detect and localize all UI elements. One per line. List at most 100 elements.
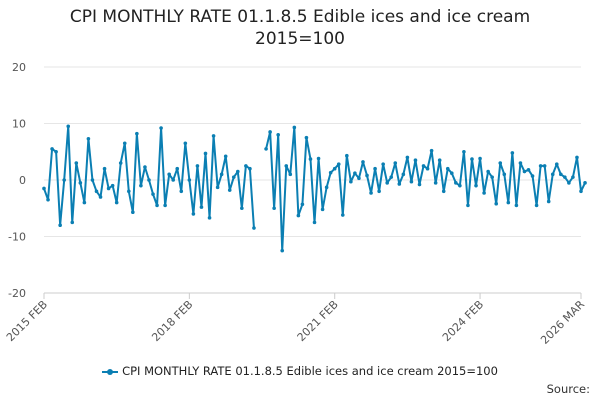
data-point[interactable] bbox=[42, 186, 46, 191]
data-point[interactable] bbox=[571, 175, 575, 179]
data-point[interactable] bbox=[550, 172, 555, 177]
data-point[interactable] bbox=[522, 169, 527, 174]
data-point[interactable] bbox=[118, 161, 123, 165]
data-point[interactable] bbox=[510, 151, 515, 155]
data-point[interactable] bbox=[462, 149, 466, 154]
data-point[interactable] bbox=[272, 206, 276, 211]
data-point[interactable] bbox=[78, 181, 83, 185]
data-point[interactable] bbox=[482, 191, 486, 195]
data-point[interactable] bbox=[559, 172, 563, 177]
data-point[interactable] bbox=[66, 124, 71, 129]
data-point[interactable] bbox=[308, 157, 313, 161]
data-point[interactable] bbox=[106, 186, 111, 191]
data-point[interactable] bbox=[126, 189, 131, 194]
data-point[interactable] bbox=[583, 181, 587, 185]
data-point[interactable] bbox=[474, 183, 478, 188]
data-point[interactable] bbox=[82, 200, 87, 205]
data-point[interactable] bbox=[167, 172, 171, 177]
data-point[interactable] bbox=[175, 166, 180, 171]
data-point[interactable] bbox=[288, 172, 293, 177]
data-point[interactable] bbox=[470, 157, 474, 161]
data-point[interactable] bbox=[151, 192, 155, 196]
data-point[interactable] bbox=[421, 164, 426, 168]
data-point[interactable] bbox=[490, 175, 494, 179]
data-point[interactable] bbox=[445, 166, 450, 171]
data-point[interactable] bbox=[425, 166, 430, 171]
data-point[interactable] bbox=[389, 175, 394, 179]
data-point[interactable] bbox=[494, 201, 499, 206]
data-point[interactable] bbox=[114, 200, 119, 205]
data-point[interactable] bbox=[385, 181, 390, 185]
data-point[interactable] bbox=[147, 178, 151, 182]
data-point[interactable] bbox=[518, 161, 523, 165]
data-point[interactable] bbox=[534, 203, 539, 208]
data-point[interactable] bbox=[268, 130, 272, 134]
data-point[interactable] bbox=[62, 178, 66, 182]
data-point[interactable] bbox=[122, 141, 127, 146]
data-point[interactable] bbox=[575, 155, 579, 160]
data-point[interactable] bbox=[324, 185, 329, 190]
data-point[interactable] bbox=[353, 171, 357, 176]
data-point[interactable] bbox=[458, 183, 462, 188]
data-point[interactable] bbox=[231, 175, 236, 179]
data-point[interactable] bbox=[203, 151, 208, 156]
data-point[interactable] bbox=[296, 213, 301, 218]
data-point[interactable] bbox=[163, 203, 167, 208]
data-point[interactable] bbox=[405, 155, 410, 160]
data-point[interactable] bbox=[563, 175, 567, 179]
data-point[interactable] bbox=[433, 181, 438, 185]
data-point[interactable] bbox=[280, 248, 285, 253]
data-point[interactable] bbox=[199, 205, 204, 209]
data-point[interactable] bbox=[546, 199, 551, 204]
data-point[interactable] bbox=[441, 189, 446, 194]
data-point[interactable] bbox=[349, 179, 353, 184]
data-point[interactable] bbox=[195, 164, 200, 168]
data-point[interactable] bbox=[183, 141, 188, 146]
data-point[interactable] bbox=[345, 153, 349, 158]
data-point[interactable] bbox=[248, 166, 252, 171]
data-point[interactable] bbox=[316, 156, 321, 161]
data-point[interactable] bbox=[530, 174, 535, 178]
data-point[interactable] bbox=[567, 181, 571, 185]
data-point[interactable] bbox=[417, 182, 422, 187]
data-point[interactable] bbox=[357, 176, 361, 181]
data-point[interactable] bbox=[102, 166, 107, 171]
data-point[interactable] bbox=[538, 164, 543, 168]
data-point[interactable] bbox=[207, 216, 212, 220]
data-point[interactable] bbox=[90, 178, 95, 182]
data-point[interactable] bbox=[191, 212, 196, 216]
data-point[interactable] bbox=[304, 135, 309, 140]
data-point[interactable] bbox=[377, 189, 381, 194]
data-point[interactable] bbox=[526, 168, 531, 172]
data-point[interactable] bbox=[155, 203, 159, 208]
data-point[interactable] bbox=[542, 164, 547, 168]
data-point[interactable] bbox=[369, 191, 373, 195]
data-point[interactable] bbox=[340, 213, 345, 217]
data-point[interactable] bbox=[554, 162, 559, 166]
data-point[interactable] bbox=[58, 223, 62, 227]
data-point[interactable] bbox=[486, 169, 490, 174]
data-point[interactable] bbox=[264, 147, 268, 151]
data-point[interactable] bbox=[514, 203, 519, 208]
data-point[interactable] bbox=[50, 147, 54, 151]
data-point[interactable] bbox=[110, 183, 115, 188]
data-point[interactable] bbox=[466, 203, 470, 208]
data-point[interactable] bbox=[478, 156, 482, 161]
data-point[interactable] bbox=[74, 161, 79, 165]
data-point[interactable] bbox=[159, 126, 163, 130]
data-point[interactable] bbox=[98, 195, 103, 199]
data-point[interactable] bbox=[429, 148, 434, 153]
data-point[interactable] bbox=[393, 161, 398, 165]
data-point[interactable] bbox=[179, 189, 184, 194]
data-point[interactable] bbox=[506, 200, 511, 205]
data-point[interactable] bbox=[143, 165, 147, 169]
data-point[interactable] bbox=[135, 131, 139, 136]
data-point[interactable] bbox=[579, 189, 583, 194]
data-point[interactable] bbox=[381, 162, 385, 166]
data-point[interactable] bbox=[300, 202, 305, 207]
data-point[interactable] bbox=[284, 164, 289, 168]
data-point[interactable] bbox=[502, 172, 507, 177]
chart-legend[interactable]: CPI MONTHLY RATE 01.1.8.5 Edible ices an… bbox=[0, 364, 600, 378]
data-point[interactable] bbox=[227, 188, 232, 192]
data-point[interactable] bbox=[454, 181, 458, 185]
